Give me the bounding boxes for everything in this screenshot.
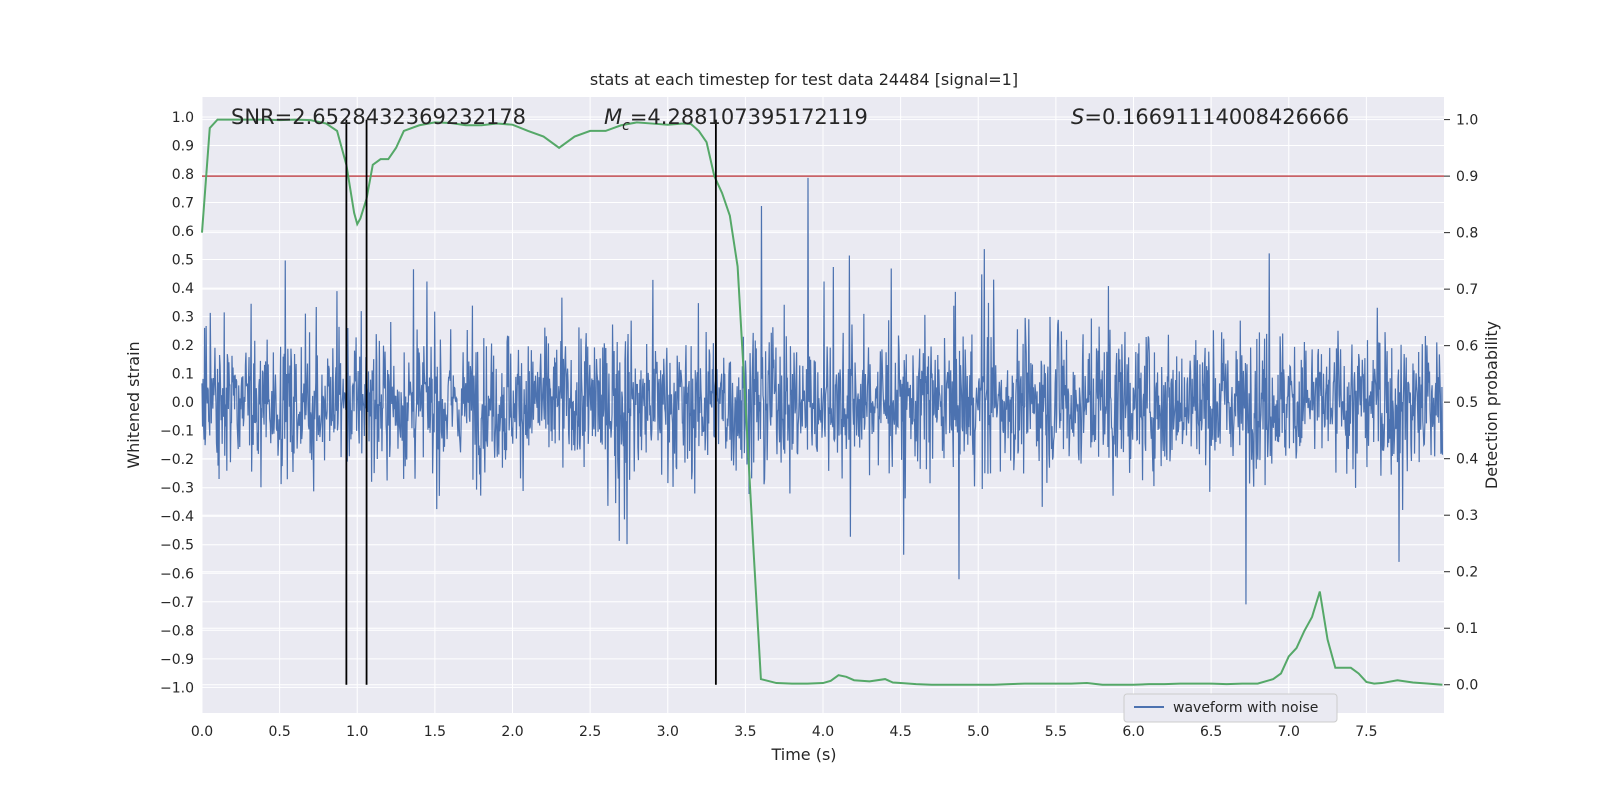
y-tick-label: 0.1 xyxy=(172,367,194,383)
y-axis-label: Whitened strain xyxy=(124,341,143,468)
x-tick-label: 5.0 xyxy=(967,724,989,740)
y-tick-label: 0.7 xyxy=(172,196,194,212)
x-tick-label: 2.0 xyxy=(501,724,523,740)
right-y-axis-label: Detection probability xyxy=(1482,321,1501,489)
y-tick-label: −0.3 xyxy=(160,481,194,497)
x-tick-label: 6.0 xyxy=(1122,724,1144,740)
right-y-tick-label: 0.3 xyxy=(1456,508,1478,524)
chirp-mass-annotation: Mc=4.288107395172119 xyxy=(604,105,868,134)
legend-label-waveform: waveform with noise xyxy=(1173,700,1318,716)
x-tick-label: 0.0 xyxy=(191,724,213,740)
x-tick-label: 1.5 xyxy=(424,724,446,740)
x-axis-label: Time (s) xyxy=(770,745,836,764)
x-tick-label: 4.0 xyxy=(812,724,834,740)
right-y-tick-label: 0.8 xyxy=(1456,226,1478,242)
x-tick-label: 6.5 xyxy=(1200,724,1222,740)
y-tick-label: 1.0 xyxy=(172,110,194,126)
y-tick-label: −0.4 xyxy=(160,509,194,525)
x-tick-label: 2.5 xyxy=(579,724,601,740)
y-tick-label: −0.1 xyxy=(160,424,194,440)
y-tick-label: 0.4 xyxy=(172,281,194,297)
right-y-tick-label: 0.7 xyxy=(1456,282,1478,298)
s-annotation: S=0.16691114008426666 xyxy=(1071,105,1349,129)
ticks: 0.0 0.5 1.0 1.5 2.0 2.5 3.0 3.5 4.0 4.5 5.0 5.5 6.0 6… xyxy=(160,110,1478,740)
legend: waveform with noise xyxy=(1123,693,1338,723)
right-y-tick-label: 0.4 xyxy=(1456,452,1478,468)
right-y-tick-label: 0.0 xyxy=(1456,678,1478,694)
right-y-tick-label: 0.6 xyxy=(1456,339,1478,355)
y-tick-label: −1.0 xyxy=(160,680,194,696)
overlay-lines xyxy=(201,118,1444,686)
right-y-tick-label: 0.5 xyxy=(1456,395,1478,411)
y-tick-label: 0.0 xyxy=(172,395,194,411)
waveform-line xyxy=(201,177,1444,605)
legend-box xyxy=(1123,693,1338,723)
x-tick-label: 1.0 xyxy=(346,724,368,740)
x-tick-label: 7.5 xyxy=(1355,724,1377,740)
y-tick-label: 0.9 xyxy=(172,138,194,154)
y-tick-label: −0.6 xyxy=(160,566,194,582)
y-tick-label: −0.8 xyxy=(160,623,194,639)
y-tick-label: 0.5 xyxy=(172,253,194,269)
x-tick-label: 5.5 xyxy=(1045,724,1067,740)
x-tick-label: 0.5 xyxy=(268,724,290,740)
x-tick-label: 3.0 xyxy=(657,724,679,740)
x-tick-label: 4.5 xyxy=(889,724,911,740)
right-y-tick-label: 1.0 xyxy=(1456,113,1478,129)
waveform-series xyxy=(201,177,1444,605)
right-y-tick-label: 0.1 xyxy=(1456,621,1478,637)
right-y-tick-label: 0.9 xyxy=(1456,169,1478,185)
right-y-tick-label: 0.2 xyxy=(1456,565,1478,581)
x-tick-label: 3.5 xyxy=(734,724,756,740)
y-tick-label: 0.2 xyxy=(172,338,194,354)
chart-title: stats at each timestep for test data 244… xyxy=(590,70,1018,89)
y-tick-label: −0.9 xyxy=(160,652,194,668)
detection-probability-line xyxy=(201,118,1443,686)
y-tick-label: 0.3 xyxy=(172,310,194,326)
y-tick-label: −0.7 xyxy=(160,595,194,611)
y-tick-label: −0.5 xyxy=(160,538,194,554)
y-tick-label: 0.6 xyxy=(172,224,194,240)
y-tick-label: 0.8 xyxy=(172,167,194,183)
y-tick-label: −0.2 xyxy=(160,452,194,468)
snr-annotation: SNR=2.6528432369232178 xyxy=(231,105,526,129)
x-tick-label: 7.0 xyxy=(1278,724,1300,740)
